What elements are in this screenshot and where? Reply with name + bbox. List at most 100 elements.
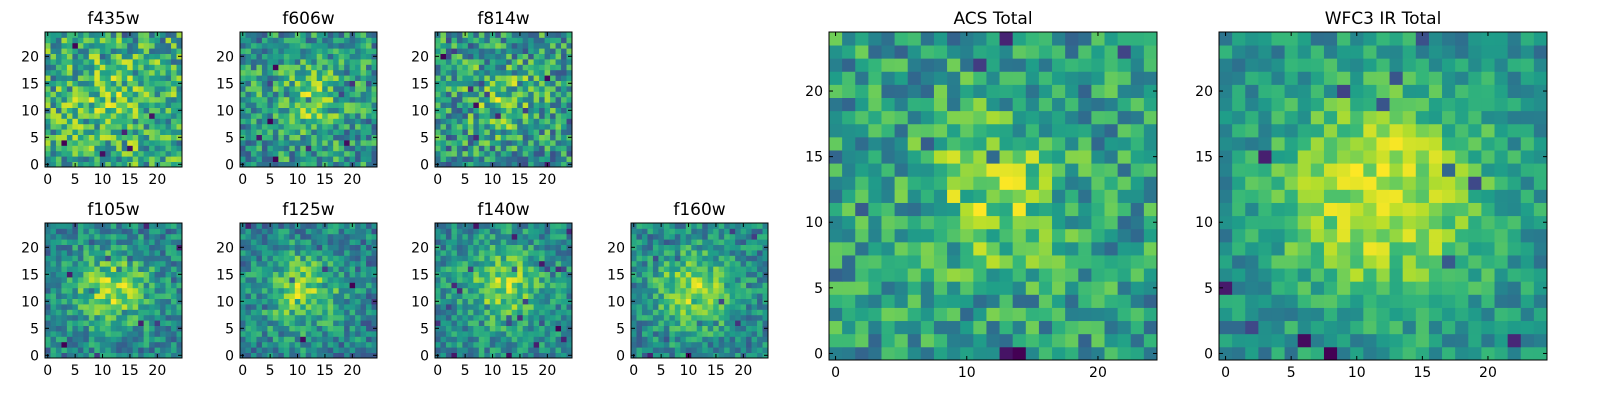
heatmap-cell (555, 107, 562, 114)
heatmap-cell (316, 107, 323, 114)
heatmap-cell (566, 69, 573, 76)
heatmap-cell (511, 309, 518, 316)
heatmap-cell (154, 336, 161, 343)
heatmap-cell (517, 228, 524, 235)
heatmap-cell (355, 304, 361, 310)
heatmap-cell (489, 341, 496, 348)
heatmap-cell (511, 287, 518, 294)
heatmap-cell (333, 145, 340, 152)
heatmap-cell (327, 320, 334, 326)
heatmap-cell (366, 325, 372, 332)
heatmap-cell (267, 64, 274, 71)
heatmap-cell (740, 341, 747, 348)
heatmap-cell (267, 347, 274, 353)
heatmap-cell (300, 260, 307, 267)
heatmap-cell (762, 223, 769, 229)
heatmap-cell (707, 320, 714, 326)
heatmap-cell (999, 150, 1014, 164)
y-tick-label: 10 (216, 294, 234, 310)
heatmap-cell (327, 123, 334, 130)
heatmap-cell (66, 250, 73, 256)
heatmap-cell (245, 69, 252, 76)
heatmap-cell (278, 91, 285, 98)
heatmap-cell (435, 37, 441, 44)
heatmap-cell (495, 96, 502, 103)
heatmap-cell (72, 102, 79, 108)
heatmap-cell (333, 53, 340, 60)
heatmap-cell (566, 255, 573, 262)
heatmap-cell (240, 314, 246, 321)
heatmap-cell (132, 282, 139, 289)
heatmap-cell (344, 228, 350, 235)
heatmap-cell (718, 336, 725, 343)
heatmap-cell (55, 233, 62, 240)
heatmap-cell (322, 37, 329, 44)
heatmap-cell (72, 118, 79, 125)
heatmap-cell (240, 118, 246, 125)
heatmap-cell (511, 32, 518, 38)
heatmap-cell (960, 241, 974, 256)
heatmap-cell (517, 233, 524, 240)
heatmap-cell (316, 75, 323, 81)
heatmap-cell (267, 293, 274, 299)
heatmap-cell (256, 228, 263, 235)
heatmap-cell (110, 282, 117, 289)
heatmap-cell (116, 277, 123, 283)
heatmap-cell (528, 150, 535, 157)
heatmap-cell (1104, 346, 1119, 361)
heatmap-cell (143, 69, 150, 76)
heatmap-cell (66, 341, 73, 348)
heatmap-cell (366, 113, 372, 119)
heatmap-cell (484, 325, 491, 332)
heatmap-cell (724, 331, 731, 337)
heatmap-cell (83, 75, 90, 81)
heatmap-cell (94, 336, 101, 343)
heatmap-cell (176, 282, 183, 289)
heatmap-cell (250, 325, 257, 332)
heatmap-cell (1117, 333, 1132, 348)
heatmap-cell (349, 64, 356, 71)
heatmap-cell (522, 239, 529, 245)
heatmap-cell (338, 86, 345, 92)
heatmap-cell (360, 161, 367, 168)
heatmap-cell (696, 304, 703, 310)
heatmap-cell (933, 268, 948, 282)
heatmap-cell (920, 215, 935, 230)
heatmap-cell (344, 156, 350, 162)
heatmap-cell (333, 228, 340, 235)
heatmap-cell (143, 341, 150, 348)
heatmap-cell (272, 123, 279, 130)
heatmap-cell (528, 277, 535, 283)
heatmap-cell (718, 314, 725, 321)
heatmap-cell (680, 223, 687, 229)
heatmap-cell (680, 320, 687, 326)
heatmap-cell (72, 86, 79, 92)
heatmap-cell (550, 233, 556, 240)
heatmap-cell (338, 48, 345, 54)
heatmap-cell (371, 233, 378, 240)
heatmap-cell (566, 309, 573, 316)
heatmap-cell (132, 260, 139, 267)
heatmap-cell (456, 277, 463, 283)
heatmap-cell (371, 309, 378, 316)
heatmap-cell (685, 233, 692, 240)
heatmap-cell (316, 113, 323, 119)
heatmap-cell (669, 331, 676, 337)
heatmap-cell (366, 260, 372, 267)
heatmap-cell (132, 96, 139, 103)
heatmap-cell (762, 239, 769, 245)
heatmap-cell (500, 293, 507, 299)
heatmap-cell (138, 32, 145, 38)
heatmap-cell (829, 307, 843, 322)
heatmap-cell (855, 189, 869, 203)
heatmap-cell (272, 48, 279, 54)
heatmap-cell (127, 80, 134, 87)
heatmap-cell (751, 293, 758, 299)
heatmap-cell (1143, 202, 1158, 217)
heatmap-cell (338, 75, 345, 81)
heatmap-cell (484, 304, 491, 310)
heatmap-cell (278, 59, 285, 65)
heatmap-cell (132, 102, 139, 108)
heatmap-cell (138, 244, 145, 251)
heatmap-cell (445, 32, 452, 38)
